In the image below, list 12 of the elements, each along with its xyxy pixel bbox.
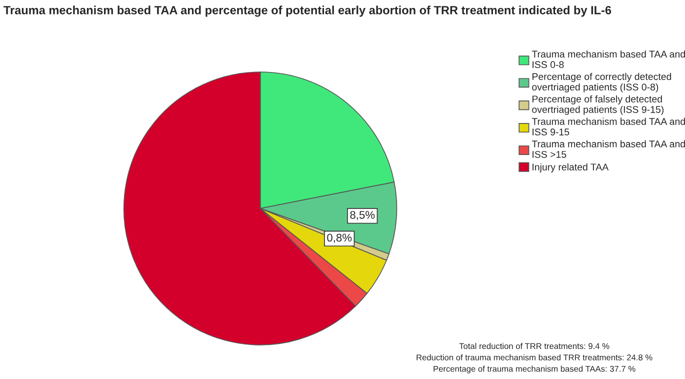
data-label: 0,8%: [327, 234, 352, 243]
legend-label: Trauma mechanism based TAA and ISS 9-15: [532, 118, 685, 136]
text: Total reduction of TRR treatments: 9.4 %: [459, 342, 610, 350]
chart-title: Trauma mechanism based TAA and percentage of potential early abortion of TRR treatment indicated by IL-6: [4, 6, 612, 17]
legend-label: Trauma mechanism based TAA and ISS 0-8: [532, 50, 685, 68]
legend-label: Trauma mechanism based TAA and ISS >15: [532, 140, 685, 158]
legend-label: Injury related TAA: [532, 163, 609, 172]
text: Percentage of trauma mechanism based TAAs: 37.7 %: [434, 366, 636, 374]
text: Reduction of trauma mechanism based TRR treatments: 24.8 %: [416, 354, 652, 360]
data-label: 8,5%: [350, 210, 375, 220]
legend-label: Percentage of falsely detected overtriaged patients (ISS 9-15): [532, 95, 664, 115]
legend-label: Percentage of correctly detected overtriaged patients (ISS 0-8): [532, 72, 672, 92]
